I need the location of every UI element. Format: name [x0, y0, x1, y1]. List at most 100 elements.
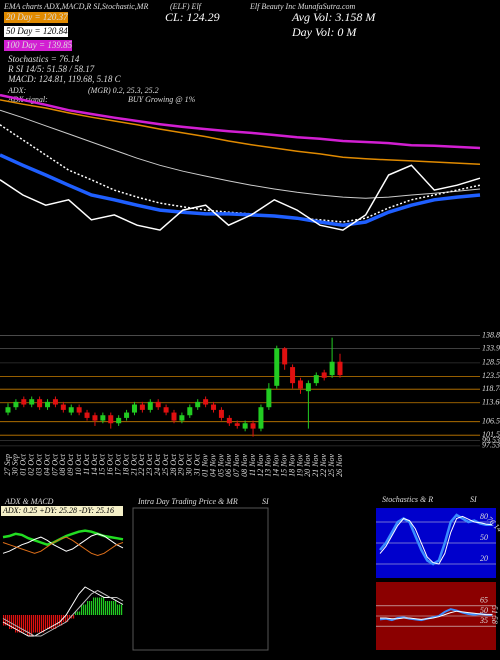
x-tick-label: 25 Oct — [161, 453, 170, 475]
candle-body — [171, 412, 177, 421]
ema20-label: 20 Day = 120.37 — [6, 12, 68, 22]
intraday-subtitle: SI — [262, 497, 269, 506]
header-top-left: EMA charts ADX,MACD,R SI,Stochastic,MR — [3, 2, 148, 11]
series-line — [2, 536, 124, 557]
candle-body — [321, 372, 327, 378]
series-line — [379, 608, 493, 622]
x-tick-label: 21 Nov — [311, 454, 320, 477]
adx-signal-label: ADX signal: — [7, 95, 48, 104]
histogram-bar — [79, 611, 81, 615]
histogram-bar — [81, 604, 83, 615]
candle-body — [305, 383, 311, 392]
y-tick-label: 65 — [480, 596, 488, 605]
series-line — [0, 109, 481, 199]
histogram-bar — [103, 597, 105, 615]
candle-body — [84, 412, 90, 418]
candle-body — [163, 407, 169, 413]
x-tick-label: 15 Oct — [98, 453, 107, 475]
histogram-bar — [89, 601, 91, 615]
x-tick-label: 09 Oct — [66, 453, 75, 475]
x-tick-label: 07 Oct — [50, 453, 59, 475]
x-tick-label: 12 Nov — [256, 454, 265, 477]
x-tick-label: 27 Sep — [3, 454, 12, 476]
candle-body — [290, 367, 296, 384]
series-line — [379, 513, 493, 566]
histogram-bar — [41, 615, 43, 633]
adx-values: (MGR) 0.2, 25.3, 25.2 — [88, 86, 159, 95]
x-tick-label: 14 Nov — [272, 454, 281, 477]
histogram-bar — [45, 615, 47, 629]
candle-body — [37, 399, 43, 408]
header-ticker: (ELF) Elf — [170, 2, 203, 11]
x-tick-label: 11 Oct — [82, 453, 91, 475]
candle-body — [313, 375, 319, 384]
panel-subtitle: SI — [470, 495, 477, 504]
histogram-bar — [53, 615, 55, 629]
histogram-bar — [93, 597, 95, 615]
y-tick-label: 123.53 — [482, 371, 500, 380]
x-tick-label: 05 Nov — [216, 454, 225, 477]
histogram-bar — [15, 615, 17, 633]
x-tick-label: 01 Nov — [200, 454, 209, 477]
candle-body — [108, 415, 114, 424]
candle-body — [329, 361, 335, 376]
candle-body — [52, 399, 58, 405]
y-tick-label: 113.66 — [482, 398, 500, 407]
histogram-bar — [113, 601, 115, 615]
candle-body — [226, 417, 232, 424]
x-tick-label: 28 Oct — [169, 453, 178, 475]
histogram-bar — [55, 615, 57, 629]
x-tick-label: 08 Oct — [58, 453, 67, 475]
candle-body — [155, 401, 161, 408]
annotation: ADX: 0.25 +DY: 25.28 -DY: 25.16 — [2, 506, 114, 515]
candle-body — [131, 404, 137, 413]
candle-body — [29, 399, 35, 405]
y-tick-label: 101.53 — [482, 430, 500, 439]
candle-body — [274, 348, 280, 386]
y-tick-label: 35 — [479, 616, 488, 625]
histogram-bar — [33, 615, 35, 633]
histogram-bar — [97, 597, 99, 615]
y-tick-label: 133.96 — [482, 343, 500, 352]
candle-body — [234, 423, 240, 426]
candle-body — [124, 412, 130, 418]
histogram-bar — [83, 604, 85, 615]
series-line — [2, 533, 124, 554]
intraday-title: Intra Day Trading Price & MR — [137, 497, 238, 506]
series-line — [2, 586, 124, 637]
histogram-bar — [77, 611, 79, 615]
y-tick-label: 50 — [480, 533, 488, 542]
ema20-box — [4, 12, 68, 23]
histogram-bar — [39, 615, 41, 633]
x-tick-label: 02 Oct — [27, 453, 36, 475]
histogram-bar — [29, 615, 31, 636]
x-tick-label: 07 Nov — [232, 454, 241, 477]
histogram-bar — [73, 615, 75, 619]
x-tick-label: 26 Nov — [335, 454, 344, 477]
candle-body — [187, 407, 193, 416]
series-line — [2, 589, 124, 637]
candle-body — [211, 404, 217, 410]
candle-body — [21, 399, 27, 405]
histogram-bar — [49, 615, 51, 629]
histogram-bar — [7, 615, 9, 626]
histogram-bar — [25, 615, 27, 633]
x-tick-label: 18 Oct — [121, 453, 130, 475]
candle-body — [92, 415, 98, 421]
candle-body — [258, 407, 264, 429]
y-tick-label: 80 — [480, 512, 488, 521]
candle-body — [297, 380, 303, 389]
candle-body — [116, 417, 122, 424]
rsi-label: R SI 14/5: 51.58 / 58.17 — [7, 64, 95, 74]
histogram-bar — [119, 604, 121, 615]
candle-body — [100, 415, 106, 421]
y-tick-label: 106.59 — [482, 417, 500, 426]
stoch-label: Stochastics = 76.14 — [8, 54, 80, 64]
histogram-bar — [51, 615, 53, 629]
ema50-label: 50 Day = 120.84 — [6, 26, 68, 36]
histogram-bar — [87, 601, 89, 615]
x-tick-label: 30 Sep — [11, 454, 20, 477]
x-tick-label: 17 Oct — [113, 453, 122, 475]
y-tick-label: 20 — [480, 554, 488, 563]
candle-body — [60, 404, 66, 410]
